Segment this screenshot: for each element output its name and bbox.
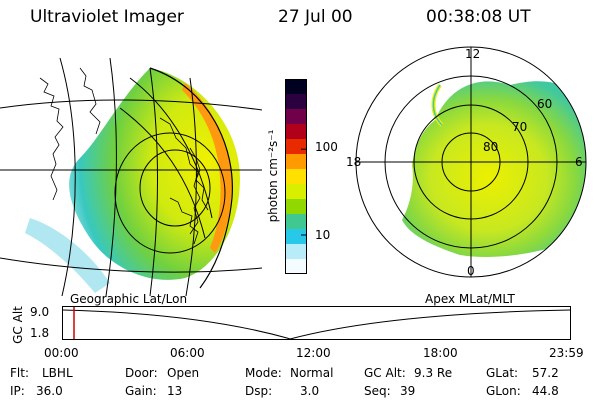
date-label: 27 Jul 00 [278, 7, 353, 27]
alt-ytick-low: 1.8 [30, 326, 50, 340]
time-tick-2359: 23:59 [549, 346, 584, 360]
colorbar-frame [285, 79, 307, 274]
mlt-label-6: 6 [575, 155, 583, 169]
apex-caption: Apex MLat/MLT [425, 292, 515, 306]
time-tick-1800: 18:00 [423, 346, 458, 360]
apex-polar-plot [355, 46, 587, 278]
colorbar-segment [285, 214, 307, 230]
colorbar-unit-label: photon cm⁻²s⁻¹ [266, 129, 280, 223]
time-label: 00:38:08 UT [426, 7, 531, 27]
colorbar-segment [285, 94, 307, 110]
mode-label: Mode: [245, 366, 282, 380]
aurora-edge-orange [182, 83, 232, 253]
seq-label: Seq: [364, 384, 391, 398]
gc-alt-axis-label: GC Alt [11, 306, 25, 344]
gain-value: 13 [167, 384, 183, 398]
mode-value: Normal [290, 366, 334, 380]
aurora-lowlat-band [25, 218, 110, 293]
colorbar-segment [285, 154, 307, 170]
colorbar-tick-100: 100 [315, 140, 338, 154]
colorbar-segment [285, 124, 307, 140]
mlat-label-60: 60 [537, 97, 553, 111]
time-tick-0600: 06:00 [170, 346, 205, 360]
ip-label: IP: [10, 384, 25, 398]
gcalt-value: 9.3 Re [414, 366, 453, 380]
colorbar-segment [285, 229, 307, 245]
colorbar-segment [285, 139, 307, 155]
flt-value: LBHL [42, 366, 73, 380]
door-value: Open [167, 366, 200, 380]
alt-ytick-high: 9.0 [30, 305, 50, 319]
polar-aurora-emission [402, 81, 586, 257]
colorbar-segment [285, 199, 307, 215]
colorbar-segment [285, 109, 307, 125]
colorbar-segment [285, 169, 307, 185]
seq-value: 39 [400, 384, 416, 398]
dsp-label: Dsp: [245, 384, 273, 398]
colorbar [285, 79, 307, 274]
mlat-label-80: 80 [483, 140, 499, 154]
glon-value: 44.8 [532, 384, 559, 398]
mlt-label-0: 0 [467, 264, 475, 278]
door-label: Door: [125, 366, 158, 380]
mlt-label-18: 18 [346, 155, 362, 169]
colorbar-segment [285, 184, 307, 200]
aurora-emission [69, 68, 240, 280]
colorbar-segment [285, 259, 307, 274]
instrument-title: Ultraviolet Imager [30, 7, 184, 27]
altitude-track-plot [62, 306, 571, 340]
colorbar-segment [285, 79, 307, 95]
glon-label: GLon: [486, 384, 521, 398]
time-tick-0000: 00:00 [44, 346, 79, 360]
gcalt-label: GC Alt: [364, 366, 406, 380]
geographic-image [0, 57, 262, 296]
mlat-label-70: 70 [512, 120, 528, 134]
colorbar-tick-10: 10 [315, 228, 331, 242]
time-tick-1200: 12:00 [296, 346, 331, 360]
geographic-caption: Geographic Lat/Lon [70, 292, 188, 306]
flt-label: Flt: [10, 366, 29, 380]
ip-value: 36.0 [36, 384, 63, 398]
glat-value: 57.2 [532, 366, 559, 380]
colorbar-segment [285, 244, 307, 260]
mlt-label-12: 12 [465, 47, 481, 61]
glat-label: GLat: [486, 366, 519, 380]
dsp-value: 3.0 [300, 384, 320, 398]
gain-label: Gain: [125, 384, 157, 398]
